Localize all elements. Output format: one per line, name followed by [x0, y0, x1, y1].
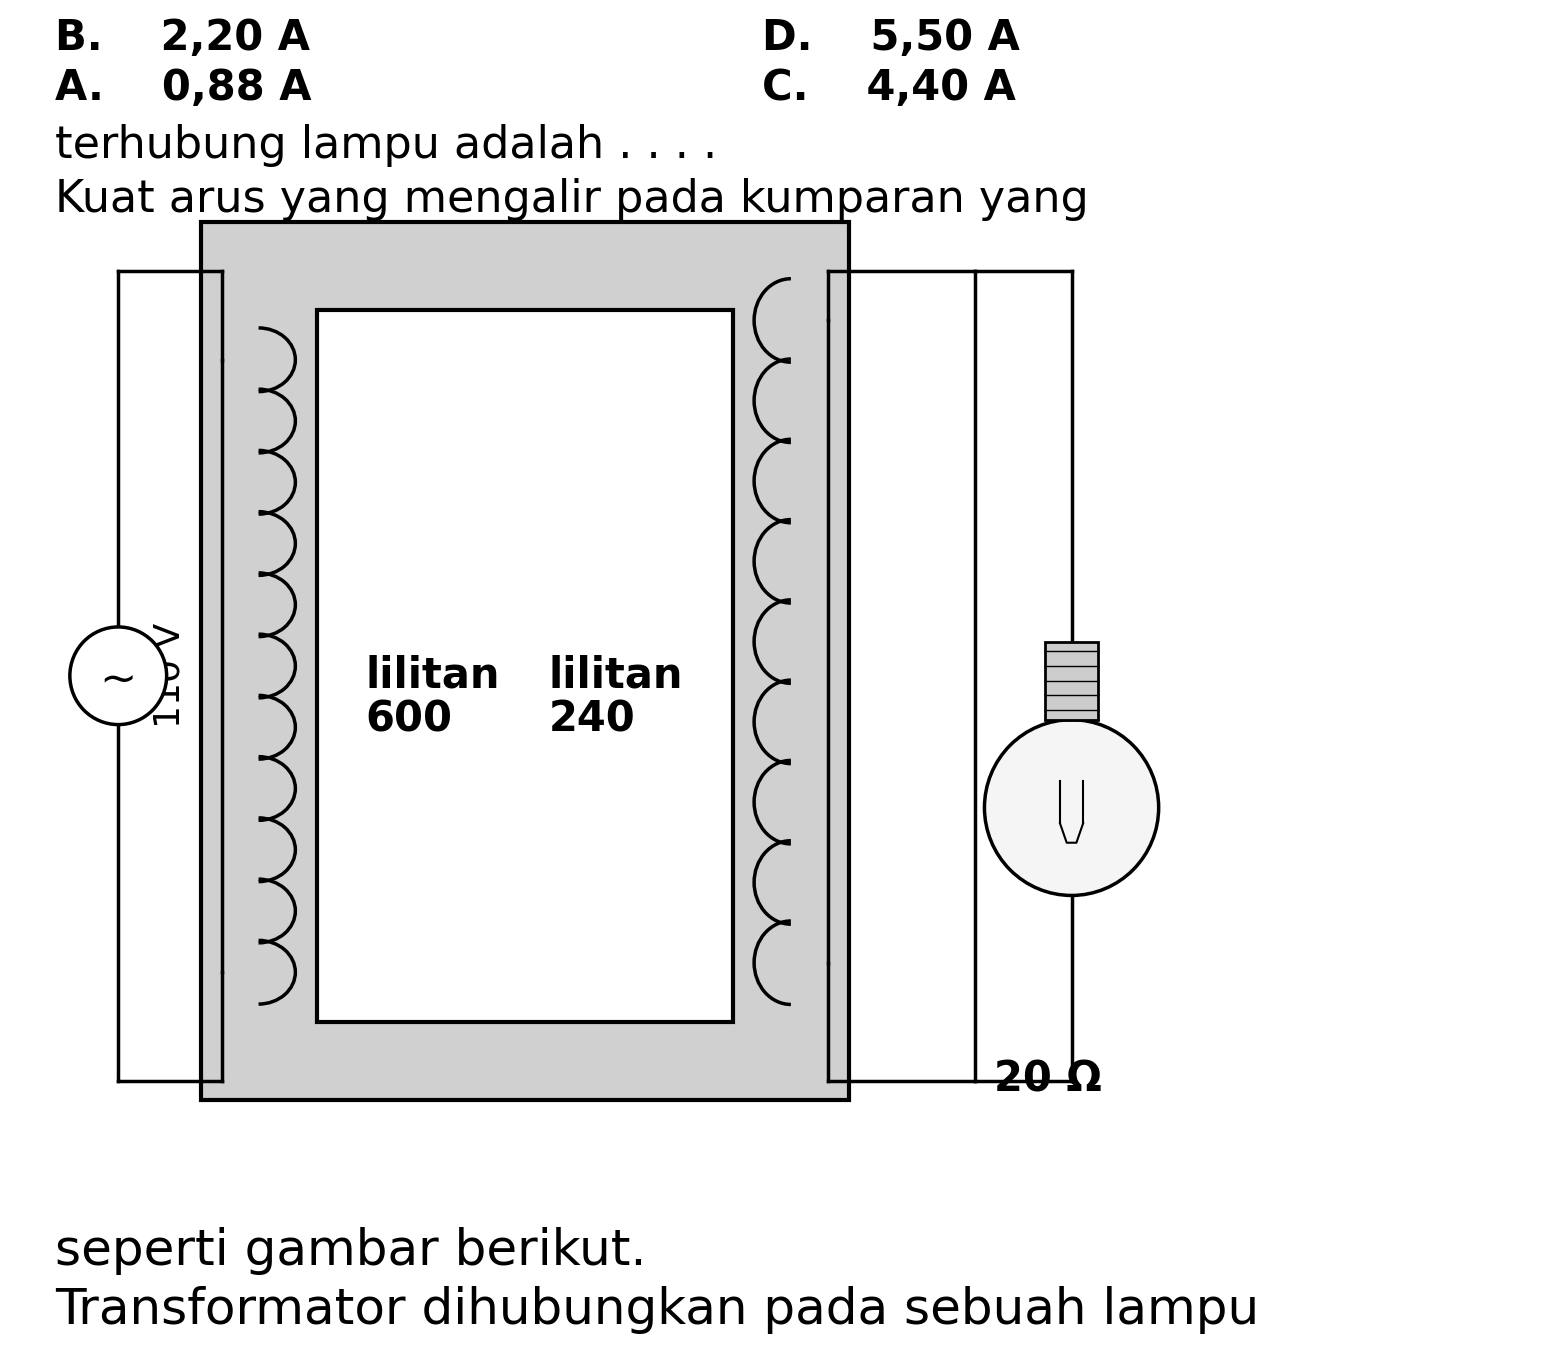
Text: Transformator dihubungkan pada sebuah lampu: Transformator dihubungkan pada sebuah la… — [56, 1286, 1260, 1334]
Text: Kuat arus yang mengalir pada kumparan yang: Kuat arus yang mengalir pada kumparan ya… — [56, 178, 1088, 221]
Circle shape — [70, 627, 167, 724]
Text: 600: 600 — [364, 699, 452, 741]
Bar — [316, 310, 733, 1023]
Text: 240: 240 — [550, 699, 635, 741]
Text: C.    4,40 A: C. 4,40 A — [761, 67, 1015, 109]
Text: 20 Ω: 20 Ω — [993, 1059, 1102, 1101]
Text: ~: ~ — [100, 660, 137, 701]
Text: lilitan: lilitan — [364, 654, 500, 697]
Text: 110 V: 110 V — [153, 623, 187, 728]
Text: lilitan: lilitan — [550, 654, 684, 697]
Text: B.    2,20 A: B. 2,20 A — [56, 16, 310, 59]
Text: terhubung lampu adalah . . . .: terhubung lampu adalah . . . . — [56, 124, 718, 167]
Text: A.    0,88 A: A. 0,88 A — [56, 67, 311, 109]
Text: seperti gambar berikut.: seperti gambar berikut. — [56, 1228, 646, 1275]
Circle shape — [984, 720, 1158, 896]
Bar — [201, 221, 849, 1101]
Bar — [1045, 642, 1098, 720]
Text: D.    5,50 A: D. 5,50 A — [761, 16, 1020, 59]
